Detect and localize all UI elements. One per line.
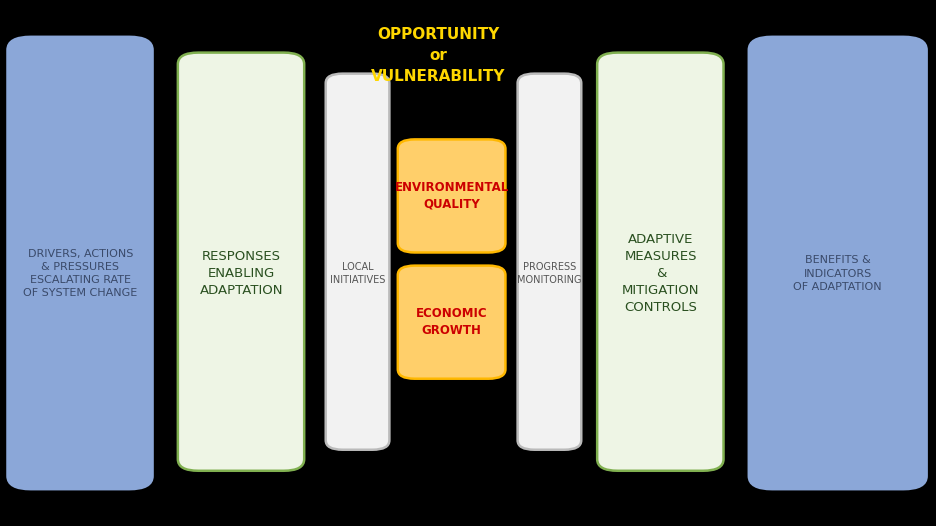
FancyBboxPatch shape (7, 37, 153, 489)
Text: RESPONSES
ENABLING
ADAPTATION: RESPONSES ENABLING ADAPTATION (199, 250, 284, 297)
Text: ENVIRONMENTAL
QUALITY: ENVIRONMENTAL QUALITY (394, 180, 509, 211)
FancyBboxPatch shape (398, 139, 505, 252)
FancyBboxPatch shape (178, 53, 304, 471)
FancyBboxPatch shape (597, 53, 724, 471)
Text: BENEFITS &
INDICATORS
OF ADAPTATION: BENEFITS & INDICATORS OF ADAPTATION (794, 255, 882, 292)
FancyBboxPatch shape (749, 37, 927, 489)
FancyBboxPatch shape (326, 74, 389, 450)
Text: ECONOMIC
GROWTH: ECONOMIC GROWTH (416, 307, 488, 337)
FancyBboxPatch shape (518, 74, 581, 450)
Text: OPPORTUNITY
or
VULNERABILITY: OPPORTUNITY or VULNERABILITY (371, 27, 505, 84)
Text: LOCAL
INITIATIVES: LOCAL INITIATIVES (329, 262, 386, 285)
Text: DRIVERS, ACTIONS
& PRESSURES
ESCALATING RATE
OF SYSTEM CHANGE: DRIVERS, ACTIONS & PRESSURES ESCALATING … (23, 249, 138, 298)
FancyBboxPatch shape (398, 266, 505, 379)
Text: ADAPTIVE
MEASURES
&
MITIGATION
CONTROLS: ADAPTIVE MEASURES & MITIGATION CONTROLS (622, 233, 699, 314)
Text: PROGRESS
MONITORING: PROGRESS MONITORING (518, 262, 581, 285)
